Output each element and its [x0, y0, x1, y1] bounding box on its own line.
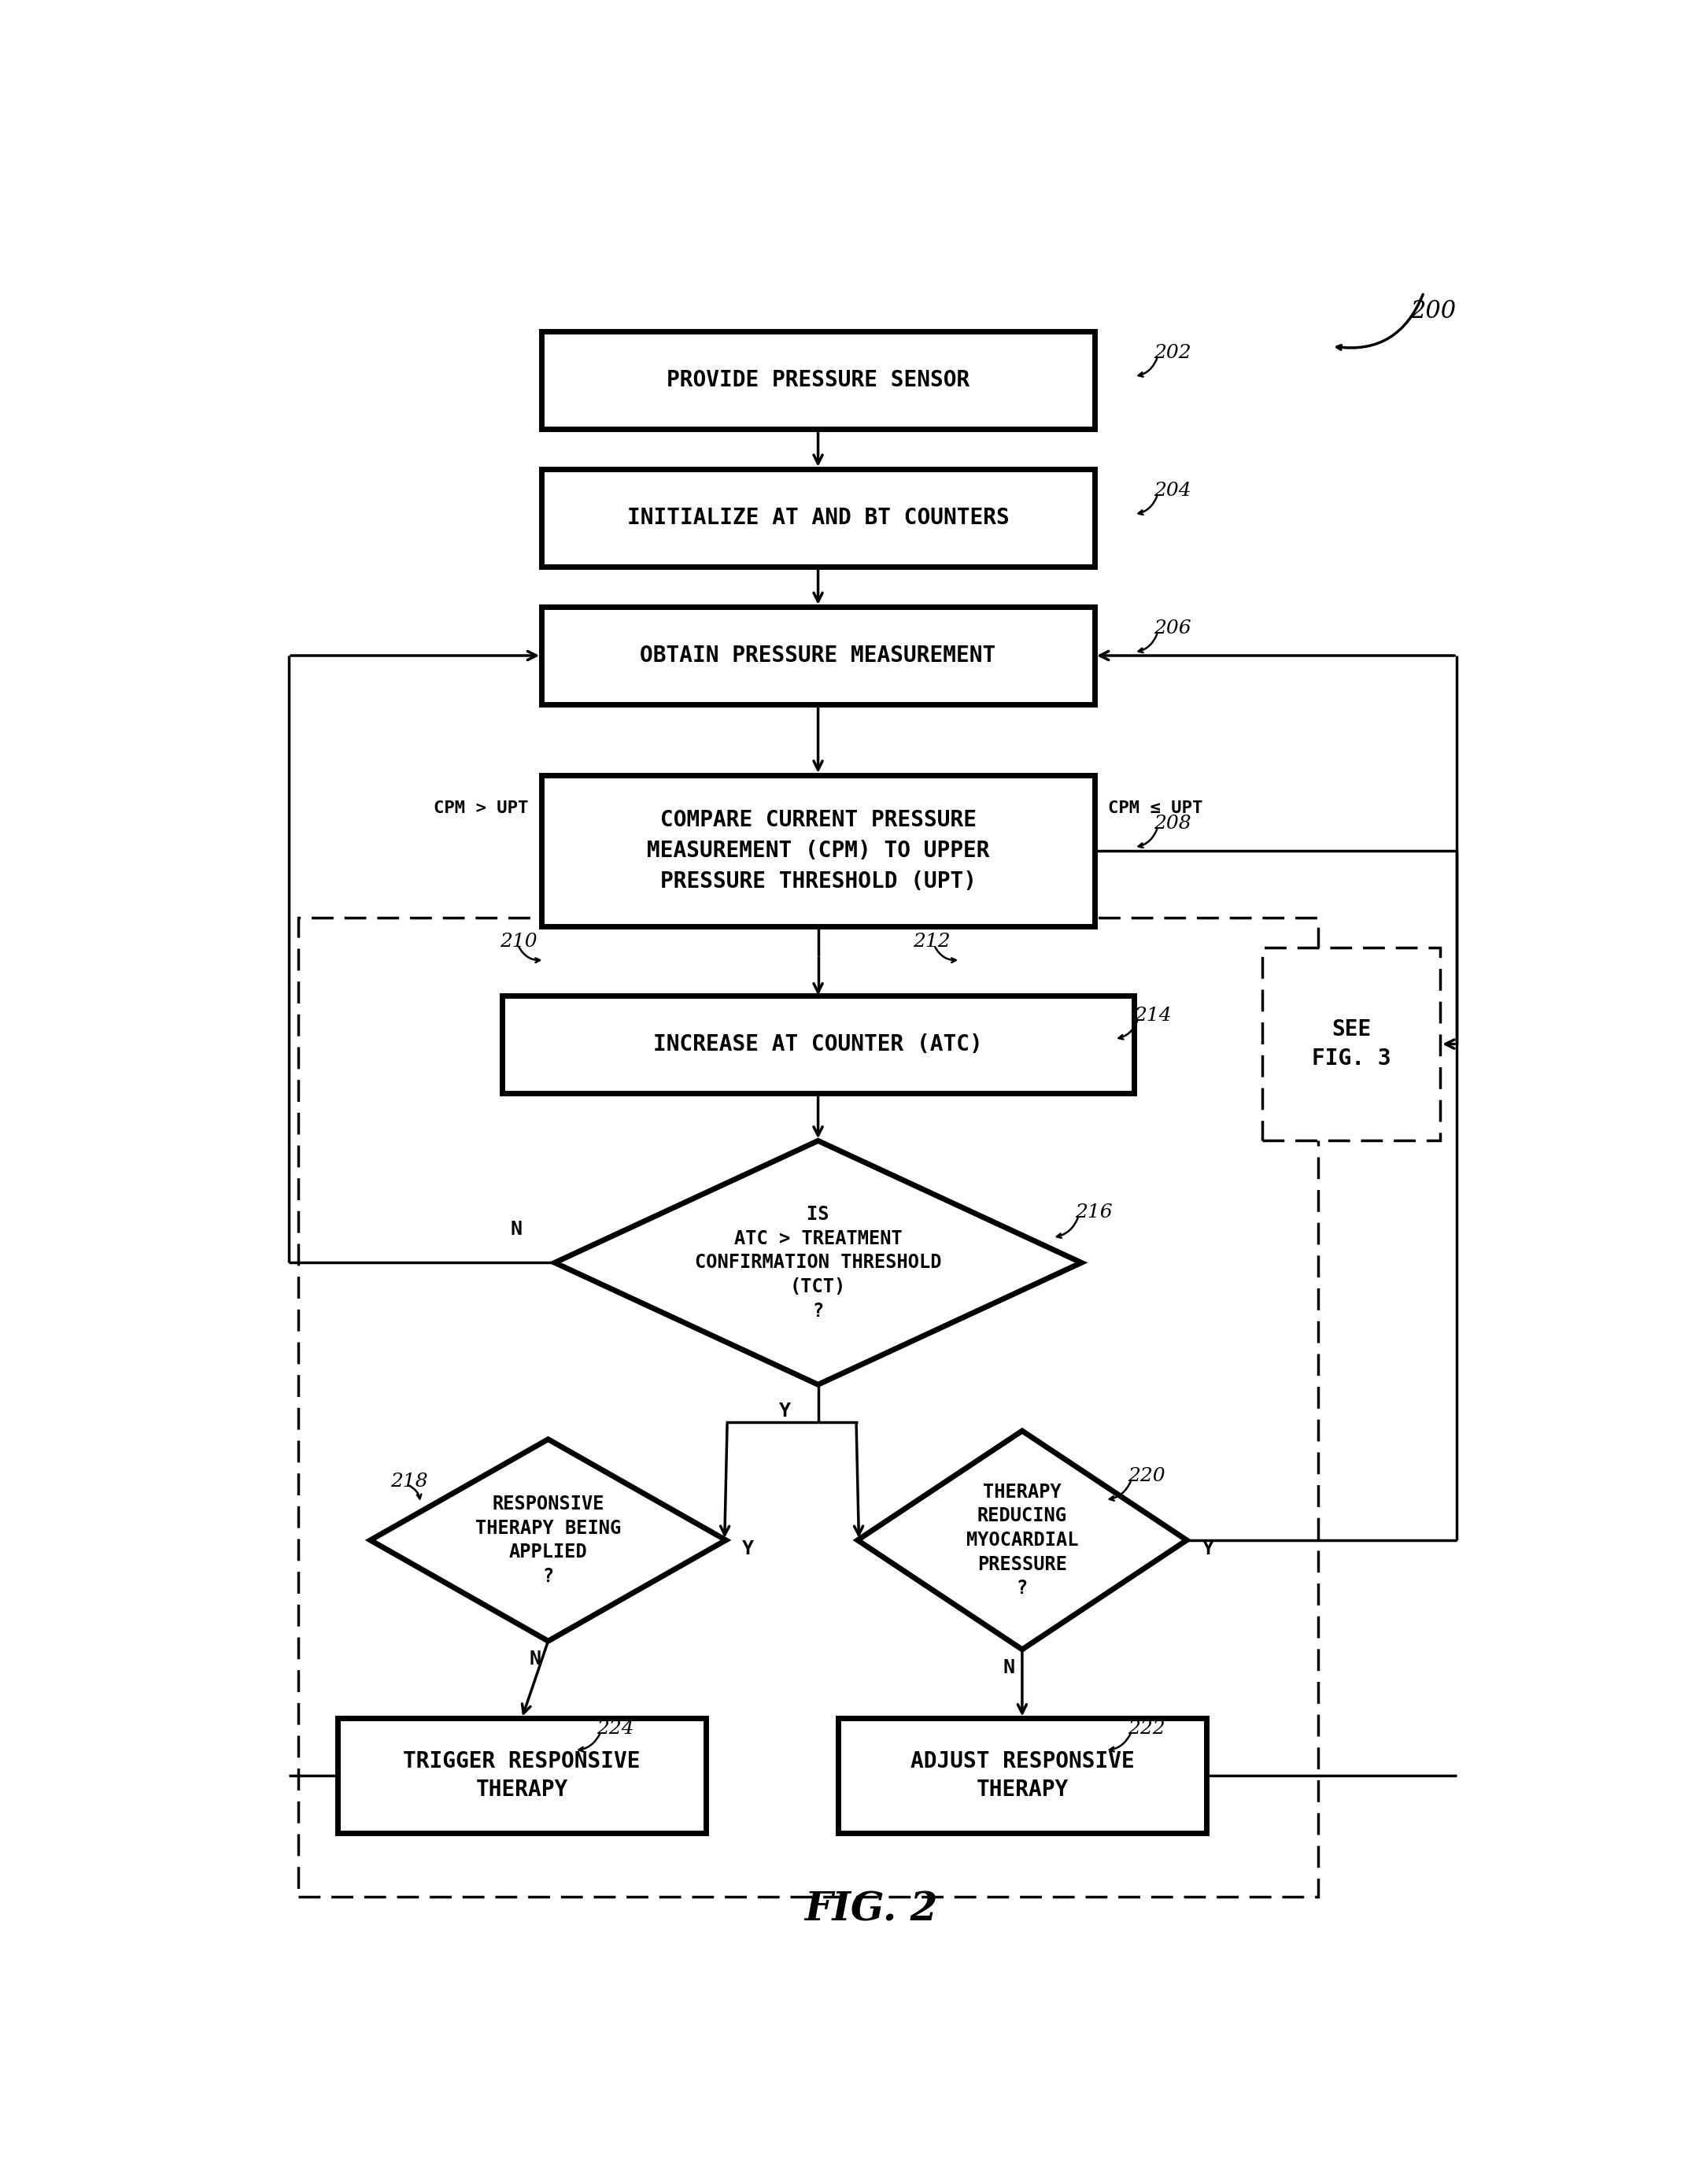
Text: 216: 216: [1075, 1203, 1113, 1221]
Text: 204: 204: [1154, 483, 1191, 500]
Text: N: N: [528, 1649, 540, 1669]
Bar: [542, 607, 1094, 705]
Bar: [542, 332, 1094, 428]
Text: 202: 202: [1154, 343, 1191, 363]
Text: OBTAIN PRESSURE MEASUREMENT: OBTAIN PRESSURE MEASUREMENT: [641, 644, 996, 666]
Bar: [542, 775, 1094, 926]
Bar: [503, 996, 1135, 1092]
Text: 214: 214: [1135, 1007, 1172, 1024]
Bar: [542, 470, 1094, 566]
Text: INITIALIZE AT AND BT COUNTERS: INITIALIZE AT AND BT COUNTERS: [627, 507, 1009, 529]
Text: N: N: [510, 1219, 522, 1238]
Text: CPM > UPT: CPM > UPT: [433, 802, 528, 817]
Text: SEE
FIG. 3: SEE FIG. 3: [1312, 1018, 1391, 1070]
Text: 210: 210: [500, 933, 537, 950]
Polygon shape: [370, 1439, 725, 1640]
Text: 212: 212: [912, 933, 950, 950]
Text: 222: 222: [1128, 1719, 1166, 1738]
Text: TRIGGER RESPONSIVE
THERAPY: TRIGGER RESPONSIVE THERAPY: [403, 1749, 641, 1802]
Text: 218: 218: [391, 1472, 428, 1489]
Text: IS
ATC > TREATMENT
CONFIRMATION THRESHOLD
(TCT)
?: IS ATC > TREATMENT CONFIRMATION THRESHOL…: [695, 1206, 941, 1321]
Text: 208: 208: [1154, 815, 1191, 832]
Text: Y: Y: [742, 1540, 753, 1557]
Bar: [838, 1719, 1206, 1832]
Text: RESPONSIVE
THERAPY BEING
APPLIED
?: RESPONSIVE THERAPY BEING APPLIED ?: [476, 1494, 622, 1586]
Bar: [338, 1719, 707, 1832]
Text: FIG. 2: FIG. 2: [804, 1891, 938, 1928]
Text: 200: 200: [1410, 299, 1456, 323]
Text: 220: 220: [1128, 1468, 1166, 1485]
Bar: [1262, 948, 1441, 1140]
Text: THERAPY
REDUCING
MYOCARDIAL
PRESSURE
?: THERAPY REDUCING MYOCARDIAL PRESSURE ?: [967, 1483, 1079, 1599]
Text: 206: 206: [1154, 620, 1191, 638]
Bar: [297, 917, 1318, 1896]
Polygon shape: [556, 1140, 1082, 1385]
Text: 224: 224: [596, 1719, 634, 1738]
Text: CPM ≤ UPT: CPM ≤ UPT: [1108, 802, 1203, 817]
Text: ADJUST RESPONSIVE
THERAPY: ADJUST RESPONSIVE THERAPY: [911, 1749, 1135, 1802]
Text: PROVIDE PRESSURE SENSOR: PROVIDE PRESSURE SENSOR: [666, 369, 970, 391]
Text: Y: Y: [780, 1402, 792, 1420]
Polygon shape: [858, 1431, 1186, 1649]
Text: Y: Y: [1203, 1540, 1215, 1557]
Text: N: N: [1002, 1658, 1014, 1677]
Text: COMPARE CURRENT PRESSURE
MEASUREMENT (CPM) TO UPPER
PRESSURE THRESHOLD (UPT): COMPARE CURRENT PRESSURE MEASUREMENT (CP…: [647, 808, 989, 893]
Text: INCREASE AT COUNTER (ATC): INCREASE AT COUNTER (ATC): [654, 1033, 982, 1055]
